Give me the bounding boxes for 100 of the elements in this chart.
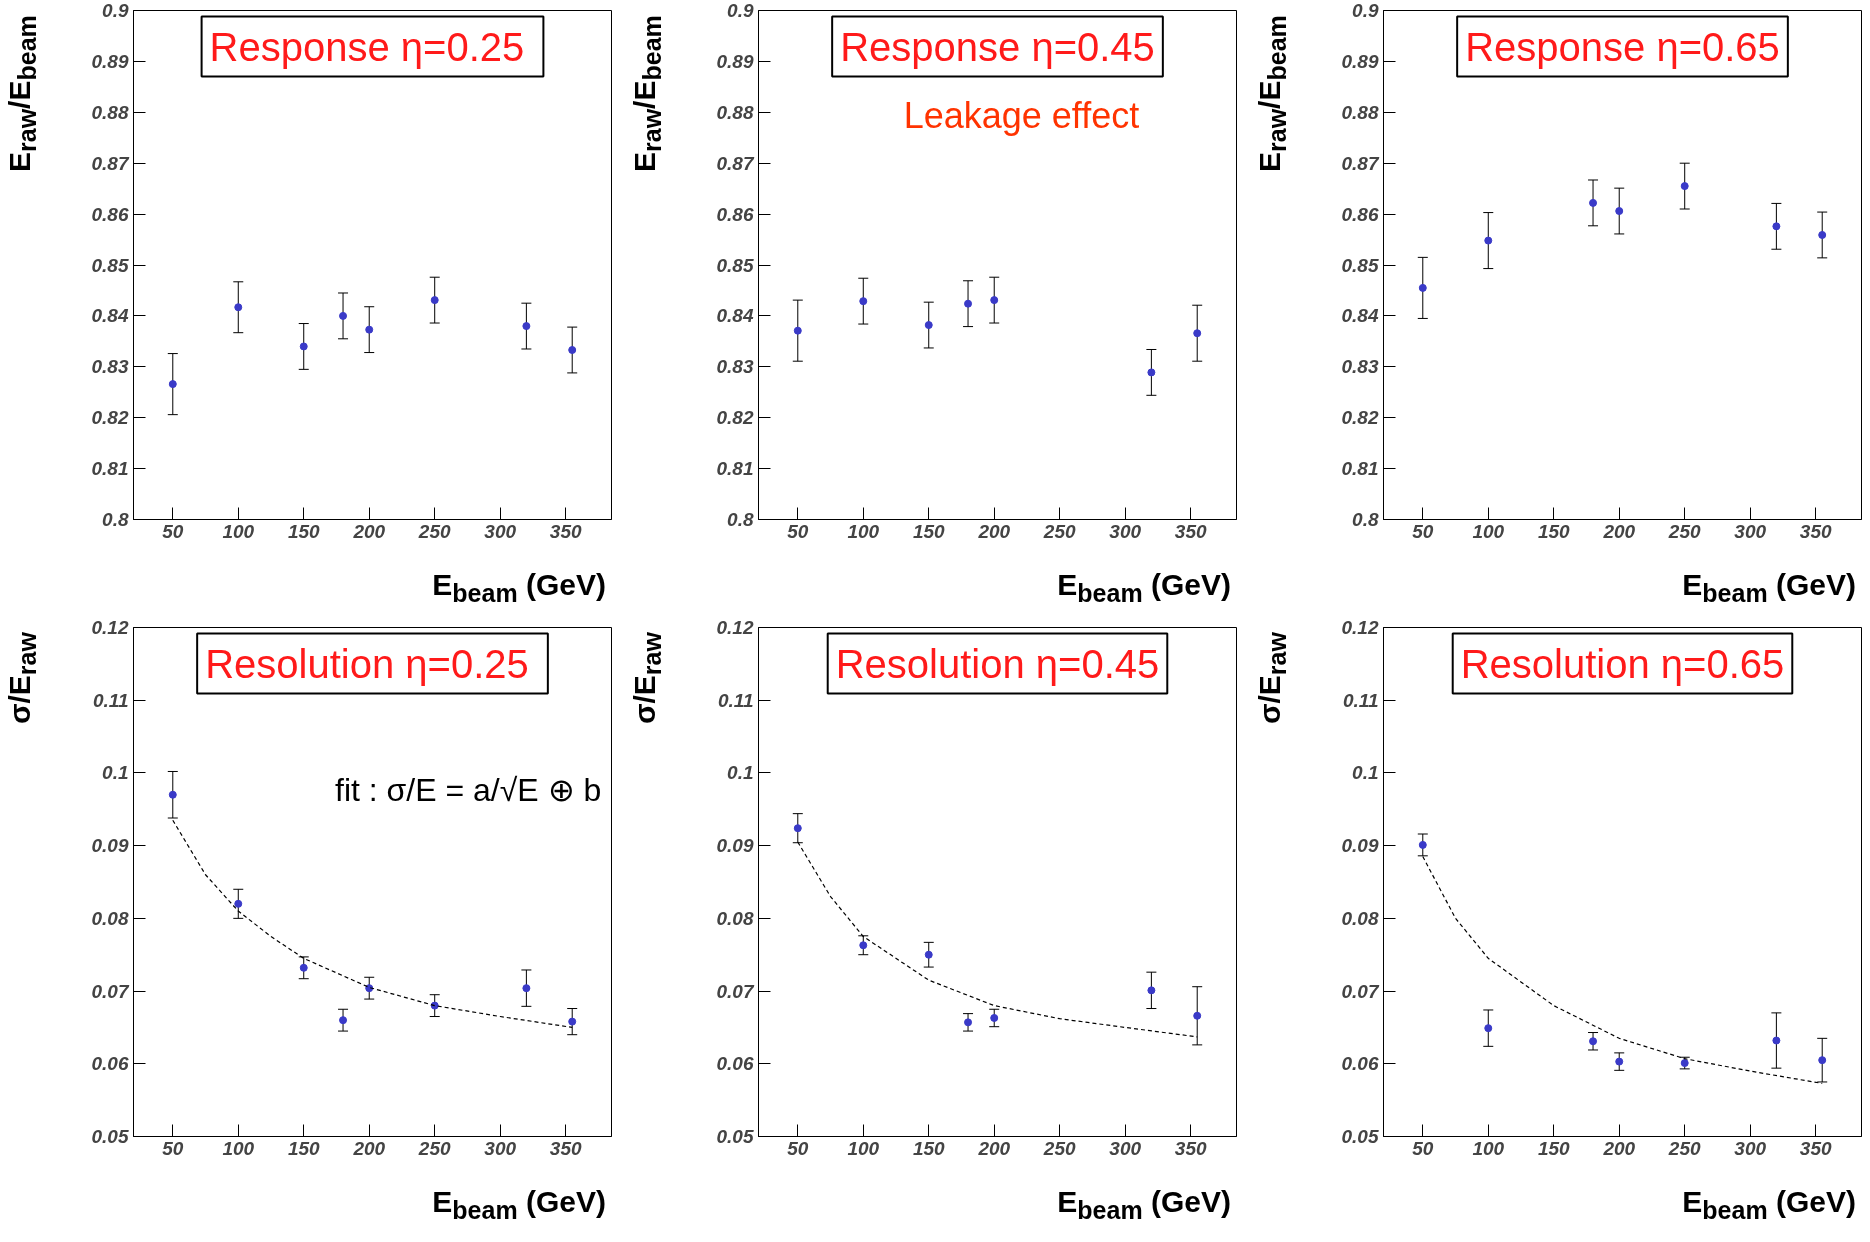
x-tick-label: 300 [484,520,517,542]
y-tick-label: 0.06 [716,1053,754,1075]
x-tick-label: 100 [847,520,880,542]
y-tick-label: 0.08 [1341,907,1379,929]
x-tick-label: 150 [1537,520,1571,542]
y-tick-label: 0.08 [716,907,754,929]
y-tick-label: 0.86 [1341,203,1379,225]
x-axis-title: E$_{beam}$ (GeV) [1057,1185,1231,1224]
y-tick-label: 0.05 [91,1126,129,1147]
annotation: fit : σ/E = a/√E ⊕ b [335,771,602,808]
y-tick-label: 0.09 [716,835,754,857]
y-tick-label: 0.1 [102,762,129,784]
x-tick-label: 300 [1109,1137,1142,1159]
point [793,326,802,335]
point [168,790,177,799]
y-tick-label: 0.11 [1342,689,1379,711]
point [964,1018,973,1027]
point [924,321,933,330]
y-tick-label: 0.87 [716,152,755,174]
x-tick-label: 250 [1667,1137,1701,1159]
chart-title: Resolution η=0.65 [1460,641,1785,686]
point [1484,1024,1493,1033]
y-tick-label: 0.08 [91,907,129,929]
y-tick-label: 0.05 [716,1126,754,1147]
x-tick-label: 350 [1799,520,1832,542]
point [522,322,531,331]
chart-title: Response η=0.45 [840,24,1155,69]
point [990,296,999,305]
y-tick-label: 0.8 [727,509,754,530]
y-tick-label: 0.89 [91,50,129,72]
y-tick-label: 0.05 [1341,1126,1379,1147]
x-tick-label: 350 [549,1137,582,1159]
point [1818,230,1827,239]
x-axis-title: E$_{beam}$ (GeV) [1682,568,1856,607]
point [365,325,374,334]
point [1615,207,1624,216]
point [1147,986,1156,995]
x-tick-label: 300 [1734,1137,1767,1159]
x-axis-title: E$_{beam}$ (GeV) [1682,1185,1856,1224]
x-tick-label: 300 [1109,520,1142,542]
y-tick-label: 0.06 [91,1053,129,1075]
y-tick-label: 0.83 [91,356,129,378]
y-tick-label: 0.89 [1341,50,1379,72]
point [1418,840,1427,849]
x-tick-label: 200 [977,520,1011,542]
y-tick-label: 0.87 [1341,152,1380,174]
x-tick-label: 50 [1412,520,1434,542]
x-tick-label: 350 [1174,520,1207,542]
point [964,299,973,308]
y-tick-label: 0.12 [1341,617,1379,638]
y-tick-label: 0.8 [1352,509,1379,530]
point [234,899,243,908]
y-tick-label: 0.88 [91,101,129,123]
y-tick-label: 0.89 [716,50,754,72]
y-tick-label: 0.84 [91,305,129,327]
x-tick-label: 50 [162,1137,184,1159]
x-tick-label: 100 [222,520,255,542]
x-tick-label: 250 [1667,520,1701,542]
point [1193,329,1202,338]
x-axis-title: E$_{beam}$ (GeV) [1057,568,1231,607]
x-tick-label: 200 [1602,520,1636,542]
x-tick-label: 250 [1042,520,1076,542]
x-tick-label: 200 [977,1137,1011,1159]
point [793,824,802,833]
point [339,1016,348,1025]
annotation: Leakage effect [903,94,1140,136]
point [568,1017,577,1026]
x-tick-label: 50 [1412,1137,1434,1159]
point [299,342,308,351]
y-tick-label: 0.85 [716,254,754,276]
point [1418,283,1427,292]
point [1193,1011,1202,1020]
y-tick-label: 0.82 [91,407,129,429]
x-tick-label: 200 [1602,1137,1636,1159]
x-tick-label: 100 [1472,1137,1505,1159]
point [299,963,308,972]
x-tick-label: 350 [549,520,582,542]
chart-title: Resolution η=0.45 [835,641,1160,686]
y-tick-label: 0.81 [91,458,129,480]
chart-title: Resolution η=0.25 [205,641,529,686]
x-axis-title: E$_{beam}$ (GeV) [432,568,606,607]
y-tick-label: 0.81 [1341,458,1379,480]
y-tick-label: 0.9 [727,0,754,21]
x-tick-label: 100 [222,1137,255,1159]
point [1589,198,1598,207]
x-tick-label: 150 [287,1137,321,1159]
point [924,950,933,959]
x-tick-label: 200 [352,520,386,542]
y-tick-label: 0.07 [1341,980,1380,1002]
x-tick-label: 100 [847,1137,880,1159]
y-tick-label: 0.85 [91,254,129,276]
x-tick-label: 100 [1472,520,1505,542]
point [859,941,868,950]
point [234,303,243,312]
y-tick-label: 0.87 [91,152,130,174]
point [430,296,439,305]
x-tick-label: 150 [287,520,321,542]
x-tick-label: 150 [1537,1137,1571,1159]
point [1680,182,1689,191]
y-tick-label: 0.85 [1341,254,1379,276]
